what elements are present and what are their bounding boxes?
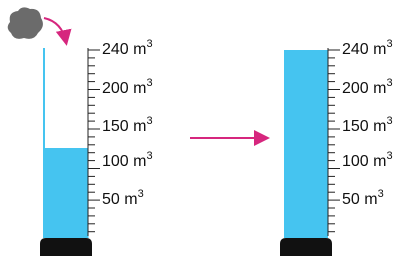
- cylinder-left: [40, 48, 92, 256]
- scale-text: 150 m: [342, 118, 386, 135]
- scale-text: 200 m: [342, 80, 386, 97]
- scale-text: 150 m: [102, 118, 146, 135]
- scale-text: 50 m: [102, 191, 138, 208]
- scale-label: 50 m3: [102, 188, 144, 208]
- scale-sup: 3: [146, 115, 152, 127]
- scale-label: 150 m3: [102, 115, 153, 135]
- rock: [8, 7, 43, 38]
- scale-text: 100 m: [342, 153, 386, 170]
- scale-sup: 3: [146, 150, 152, 162]
- scale-sup: 3: [386, 115, 392, 127]
- scale-text: 50 m: [342, 191, 378, 208]
- scale-label: 200 m3: [342, 77, 393, 97]
- scale-sup: 3: [386, 77, 392, 89]
- scale-sup: 3: [386, 38, 392, 50]
- fall-arrow: [44, 18, 66, 42]
- scale-label: 150 m3: [342, 115, 393, 135]
- base: [280, 238, 332, 256]
- scale-label: 50 m3: [342, 188, 384, 208]
- scale-text: 200 m: [102, 80, 146, 97]
- scale-text: 240 m: [102, 41, 146, 58]
- scale-sup: 3: [138, 188, 144, 200]
- scale-label: 100 m3: [102, 150, 153, 170]
- scale-label: 100 m3: [342, 150, 393, 170]
- scale-text: 240 m: [342, 41, 386, 58]
- scale-text: 100 m: [102, 153, 146, 170]
- scale-sup: 3: [146, 77, 152, 89]
- scale-label: 240 m3: [342, 38, 393, 58]
- scale-label: 200 m3: [102, 77, 153, 97]
- liquid: [44, 148, 88, 238]
- base: [40, 238, 92, 256]
- scale-label: 240 m3: [102, 38, 153, 58]
- liquid: [284, 50, 328, 238]
- scale-sup: 3: [378, 188, 384, 200]
- cylinder-right: [280, 50, 332, 256]
- scale-sup: 3: [386, 150, 392, 162]
- scale-sup: 3: [146, 38, 152, 50]
- diagram: 240 m3200 m3150 m3100 m350 m3240 m3200 m…: [0, 0, 419, 259]
